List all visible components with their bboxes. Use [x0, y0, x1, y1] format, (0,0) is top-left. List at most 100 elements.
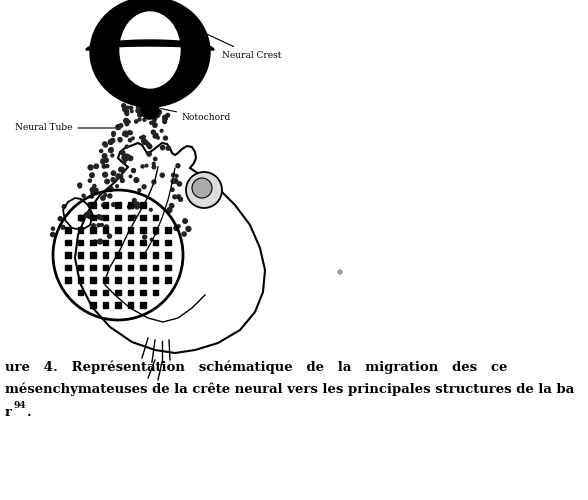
- Circle shape: [125, 112, 129, 116]
- Text: Neural Tube: Neural Tube: [15, 124, 115, 132]
- Circle shape: [103, 172, 108, 177]
- Bar: [65, 227, 71, 233]
- Circle shape: [176, 195, 181, 199]
- Bar: [115, 277, 121, 283]
- Circle shape: [338, 270, 342, 274]
- Bar: [165, 264, 171, 270]
- Text: ure   4.   Représentation   schématique   de   la   migration   des   ce: ure 4. Représentation schématique de la …: [5, 360, 507, 374]
- Circle shape: [125, 154, 130, 160]
- Bar: [153, 264, 158, 270]
- Ellipse shape: [120, 12, 180, 88]
- Circle shape: [123, 118, 129, 124]
- Circle shape: [169, 204, 174, 208]
- Circle shape: [146, 97, 149, 100]
- Circle shape: [91, 192, 95, 195]
- Circle shape: [172, 174, 175, 177]
- Bar: [115, 252, 121, 258]
- Circle shape: [84, 214, 88, 217]
- Circle shape: [93, 240, 98, 244]
- Circle shape: [141, 165, 144, 168]
- Circle shape: [102, 203, 105, 207]
- Bar: [165, 252, 171, 258]
- Circle shape: [111, 171, 116, 175]
- Bar: [90, 240, 96, 246]
- Circle shape: [128, 204, 132, 209]
- Bar: [128, 214, 133, 220]
- Circle shape: [122, 133, 125, 136]
- Circle shape: [142, 185, 146, 188]
- Bar: [65, 264, 71, 270]
- Circle shape: [91, 188, 95, 192]
- Bar: [90, 264, 96, 270]
- Bar: [140, 277, 146, 283]
- Circle shape: [62, 204, 66, 208]
- Circle shape: [102, 154, 107, 158]
- Circle shape: [171, 179, 175, 183]
- Circle shape: [175, 227, 179, 230]
- Circle shape: [128, 156, 133, 160]
- Bar: [140, 290, 146, 296]
- Circle shape: [132, 198, 136, 202]
- Bar: [65, 252, 71, 258]
- Circle shape: [136, 106, 140, 109]
- Circle shape: [148, 106, 152, 110]
- Circle shape: [138, 113, 142, 117]
- Circle shape: [135, 202, 139, 206]
- Bar: [140, 264, 146, 270]
- Bar: [128, 227, 133, 233]
- Circle shape: [119, 139, 122, 142]
- Circle shape: [166, 146, 171, 150]
- Bar: [103, 290, 108, 296]
- Bar: [78, 240, 83, 246]
- Bar: [78, 277, 83, 283]
- Circle shape: [148, 112, 152, 115]
- Circle shape: [186, 226, 191, 232]
- Bar: [78, 264, 83, 270]
- Circle shape: [143, 98, 146, 100]
- Circle shape: [116, 184, 118, 188]
- Circle shape: [109, 148, 113, 152]
- Text: mésenchymateuses de la crête neural vers les principales structures de la ba: mésenchymateuses de la crête neural vers…: [5, 383, 574, 396]
- Bar: [90, 227, 96, 233]
- Circle shape: [171, 188, 174, 192]
- Circle shape: [132, 137, 134, 140]
- Text: 94: 94: [14, 401, 26, 410]
- Circle shape: [145, 164, 148, 167]
- Circle shape: [131, 110, 133, 112]
- Circle shape: [135, 120, 138, 123]
- Circle shape: [123, 131, 128, 136]
- Circle shape: [152, 180, 156, 184]
- Circle shape: [141, 101, 159, 119]
- Circle shape: [116, 174, 121, 178]
- Circle shape: [153, 123, 157, 128]
- Circle shape: [124, 109, 129, 114]
- Circle shape: [142, 140, 147, 144]
- Circle shape: [157, 136, 159, 139]
- Circle shape: [147, 116, 150, 119]
- Circle shape: [93, 188, 98, 192]
- Circle shape: [108, 140, 113, 144]
- Circle shape: [175, 174, 178, 178]
- Bar: [65, 240, 71, 246]
- Circle shape: [97, 224, 100, 227]
- Circle shape: [98, 239, 102, 244]
- Circle shape: [101, 224, 103, 226]
- Bar: [140, 202, 146, 208]
- Circle shape: [99, 150, 103, 152]
- Circle shape: [125, 158, 128, 160]
- Bar: [140, 214, 146, 220]
- Circle shape: [121, 178, 124, 182]
- Bar: [90, 302, 96, 308]
- Bar: [128, 290, 133, 296]
- Circle shape: [51, 227, 55, 230]
- Bar: [78, 290, 83, 296]
- Circle shape: [108, 194, 112, 198]
- Bar: [153, 240, 158, 246]
- Bar: [90, 214, 96, 220]
- Circle shape: [126, 106, 129, 109]
- Bar: [165, 240, 171, 246]
- Circle shape: [163, 116, 168, 120]
- Circle shape: [153, 99, 157, 102]
- Bar: [103, 240, 108, 246]
- Bar: [153, 214, 158, 220]
